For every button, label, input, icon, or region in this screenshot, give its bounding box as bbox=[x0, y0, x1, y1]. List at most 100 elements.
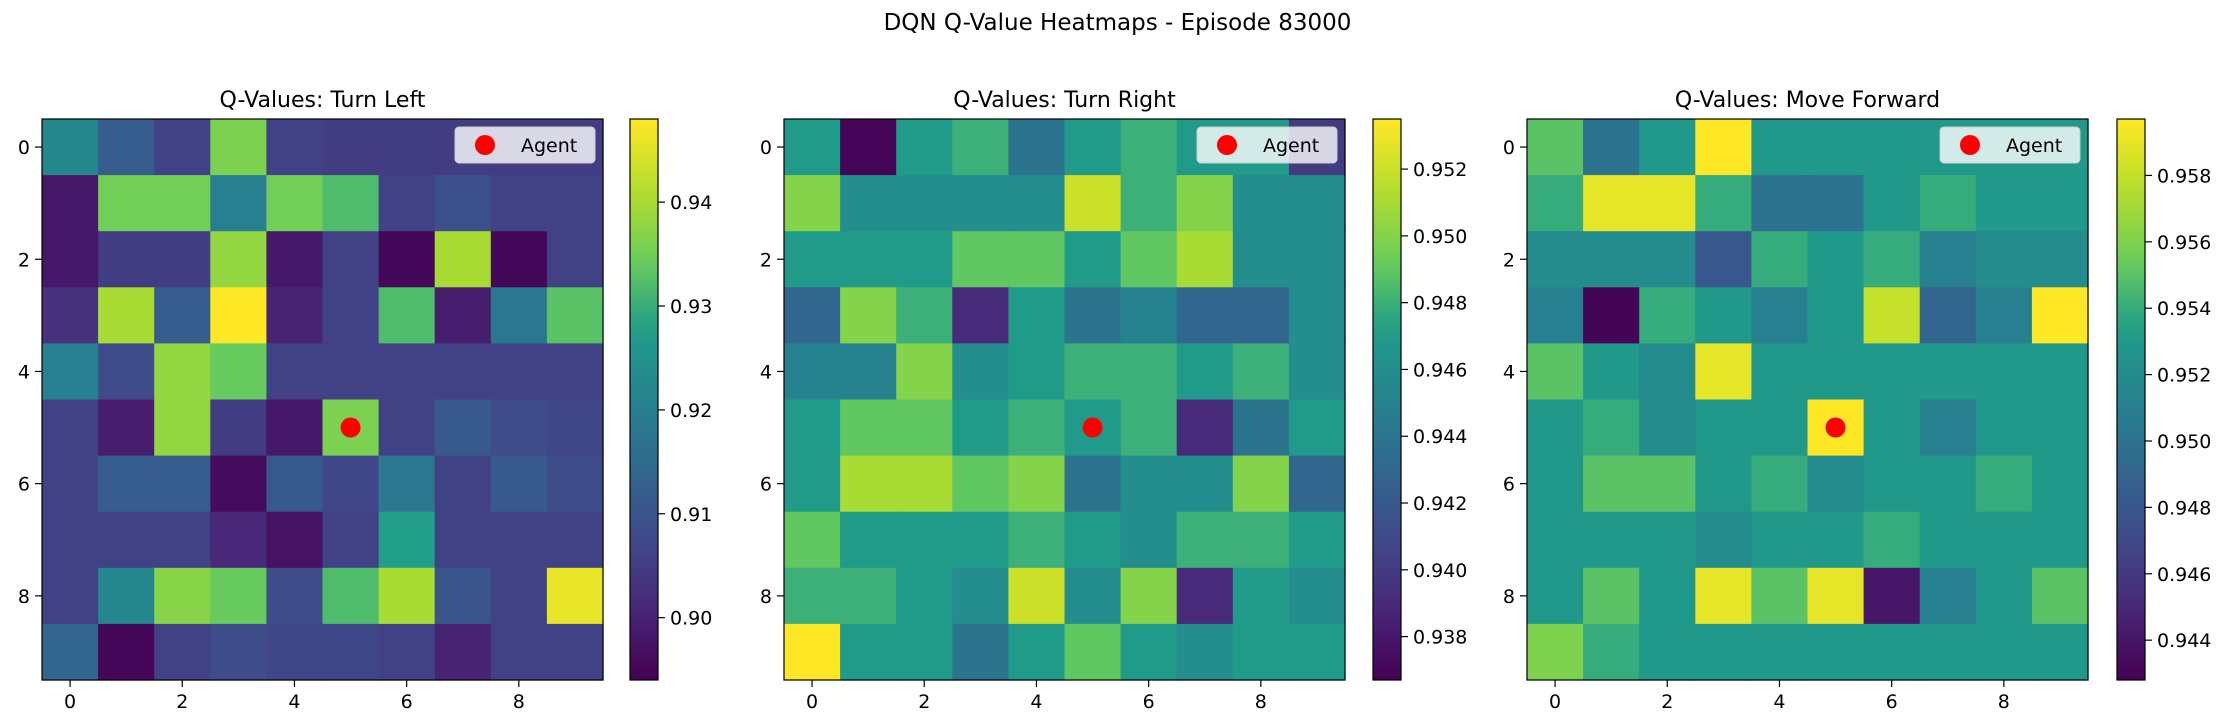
heatmap-cell bbox=[322, 343, 380, 401]
heatmap-cell bbox=[1288, 511, 1346, 569]
heatmap-cell bbox=[266, 567, 324, 625]
heatmap-cell bbox=[1975, 623, 2033, 681]
y-tick-label: 4 bbox=[18, 361, 30, 383]
heatmap-cell bbox=[1008, 343, 1066, 401]
heatmap-cell bbox=[1695, 623, 1752, 681]
heatmap-cell bbox=[266, 343, 324, 401]
agent-marker bbox=[1082, 417, 1103, 438]
heatmap-cell bbox=[1120, 511, 1178, 569]
heatmap-cell bbox=[42, 119, 99, 176]
heatmap-cell bbox=[1807, 455, 1865, 513]
heatmap-cell bbox=[1064, 455, 1122, 513]
heatmap-cell bbox=[322, 567, 380, 625]
heatmap-cell bbox=[1008, 175, 1066, 232]
heatmap-cell bbox=[210, 231, 267, 288]
heatmap-cell bbox=[1288, 623, 1346, 681]
colorbar-tick-label: 0.93 bbox=[670, 296, 712, 318]
heatmap-cell bbox=[952, 511, 1009, 569]
heatmap-cell bbox=[1975, 399, 2033, 457]
legend-box bbox=[1196, 126, 1338, 164]
heatmap-cell bbox=[896, 399, 953, 457]
panel-title: Q-Values: Turn Left bbox=[220, 88, 426, 113]
colorbar-tick-label: 0.92 bbox=[670, 400, 712, 422]
heatmap-cell bbox=[434, 175, 492, 232]
heatmap-cell bbox=[952, 399, 1009, 457]
heatmap-cell bbox=[784, 119, 841, 176]
colorbar-tick-label: 0.944 bbox=[1413, 426, 1467, 448]
heatmap-cell bbox=[1008, 623, 1066, 681]
heatmap-cell bbox=[1695, 287, 1752, 344]
heatmap-cell bbox=[1975, 455, 2033, 513]
y-tick-label: 6 bbox=[18, 474, 30, 496]
heatmap-cell bbox=[210, 287, 267, 344]
heatmap-cell bbox=[490, 455, 548, 513]
legend-label: Agent bbox=[521, 135, 577, 157]
heatmap-cell bbox=[1120, 119, 1178, 176]
heatmap-cell bbox=[1975, 287, 2033, 344]
heatmap-cell bbox=[840, 343, 897, 401]
x-tick-label: 0 bbox=[1549, 691, 1561, 713]
heatmap-cell bbox=[1975, 567, 2033, 625]
heatmap-cell bbox=[952, 623, 1009, 681]
heatmap-cell bbox=[266, 119, 324, 176]
heatmap-cell bbox=[210, 399, 267, 457]
heatmap-cell bbox=[378, 623, 436, 681]
heatmap-cell bbox=[98, 231, 155, 288]
heatmap-cell bbox=[1583, 455, 1640, 513]
legend-box bbox=[1939, 126, 2081, 164]
heatmap-cell bbox=[1919, 287, 1977, 344]
heatmap-cell bbox=[1751, 567, 1809, 625]
heatmap-cell bbox=[1176, 455, 1234, 513]
heatmap-cell bbox=[434, 511, 492, 569]
heatmap-cell bbox=[1975, 231, 2033, 288]
heatmap-cell bbox=[1583, 231, 1640, 288]
y-tick-label: 6 bbox=[760, 474, 772, 496]
heatmap-cell bbox=[784, 231, 841, 288]
heatmap-cell bbox=[1176, 231, 1234, 288]
heatmap-cell bbox=[434, 231, 492, 288]
heatmap-cell bbox=[154, 511, 211, 569]
heatmap-cell bbox=[98, 399, 155, 457]
heatmap-cell bbox=[1176, 511, 1234, 569]
heatmap-cell bbox=[434, 343, 492, 401]
heatmap-cell bbox=[266, 287, 324, 344]
heatmap-cell bbox=[1232, 287, 1290, 344]
heatmap-cell bbox=[490, 623, 548, 681]
heatmap-cell bbox=[434, 623, 492, 681]
colorbar-tick-label: 0.948 bbox=[2157, 497, 2211, 519]
heatmap-cell bbox=[1176, 399, 1234, 457]
heatmap-cell bbox=[1919, 567, 1977, 625]
heatmap-cell bbox=[896, 287, 953, 344]
heatmap-cell bbox=[98, 455, 155, 513]
heatmap-cell bbox=[1919, 511, 1977, 569]
heatmap-cell bbox=[1120, 287, 1178, 344]
heatmap-cell bbox=[490, 343, 548, 401]
heatmap-cell bbox=[1975, 511, 2033, 569]
heatmap-cell bbox=[98, 119, 155, 176]
heatmap-cell bbox=[378, 455, 436, 513]
heatmap-cell bbox=[42, 287, 99, 344]
heatmap-cell bbox=[2031, 623, 2089, 681]
colorbar bbox=[1373, 119, 1401, 680]
heatmap-cell bbox=[1639, 287, 1696, 344]
colorbar-tick-label: 0.950 bbox=[1413, 226, 1467, 248]
legend-label: Agent bbox=[1263, 135, 1319, 157]
colorbar-tick-label: 0.950 bbox=[2157, 431, 2211, 453]
heatmap-cell bbox=[1583, 343, 1640, 401]
heatmap-cell bbox=[896, 231, 953, 288]
heatmap-cell bbox=[1583, 511, 1640, 569]
heatmap-cell bbox=[1975, 343, 2033, 401]
heatmap-cell bbox=[322, 175, 380, 232]
heatmap-cell bbox=[896, 175, 953, 232]
heatmap-cell bbox=[98, 511, 155, 569]
y-tick-label: 0 bbox=[760, 137, 772, 159]
heatmap-cell bbox=[784, 287, 841, 344]
heatmap-cell bbox=[1232, 231, 1290, 288]
heatmap-cell bbox=[896, 455, 953, 513]
heatmap-cell bbox=[1639, 119, 1696, 176]
x-tick-label: 0 bbox=[64, 691, 76, 713]
heatmap-cell bbox=[1583, 567, 1640, 625]
figure-title: DQN Q-Value Heatmaps - Episode 83000 bbox=[883, 10, 1352, 36]
heatmap-panel-3: Q-Values: Move Forward 0 2 4 6 8 0 2 4 6 8 Agent 0.9… bbox=[1503, 88, 2212, 713]
